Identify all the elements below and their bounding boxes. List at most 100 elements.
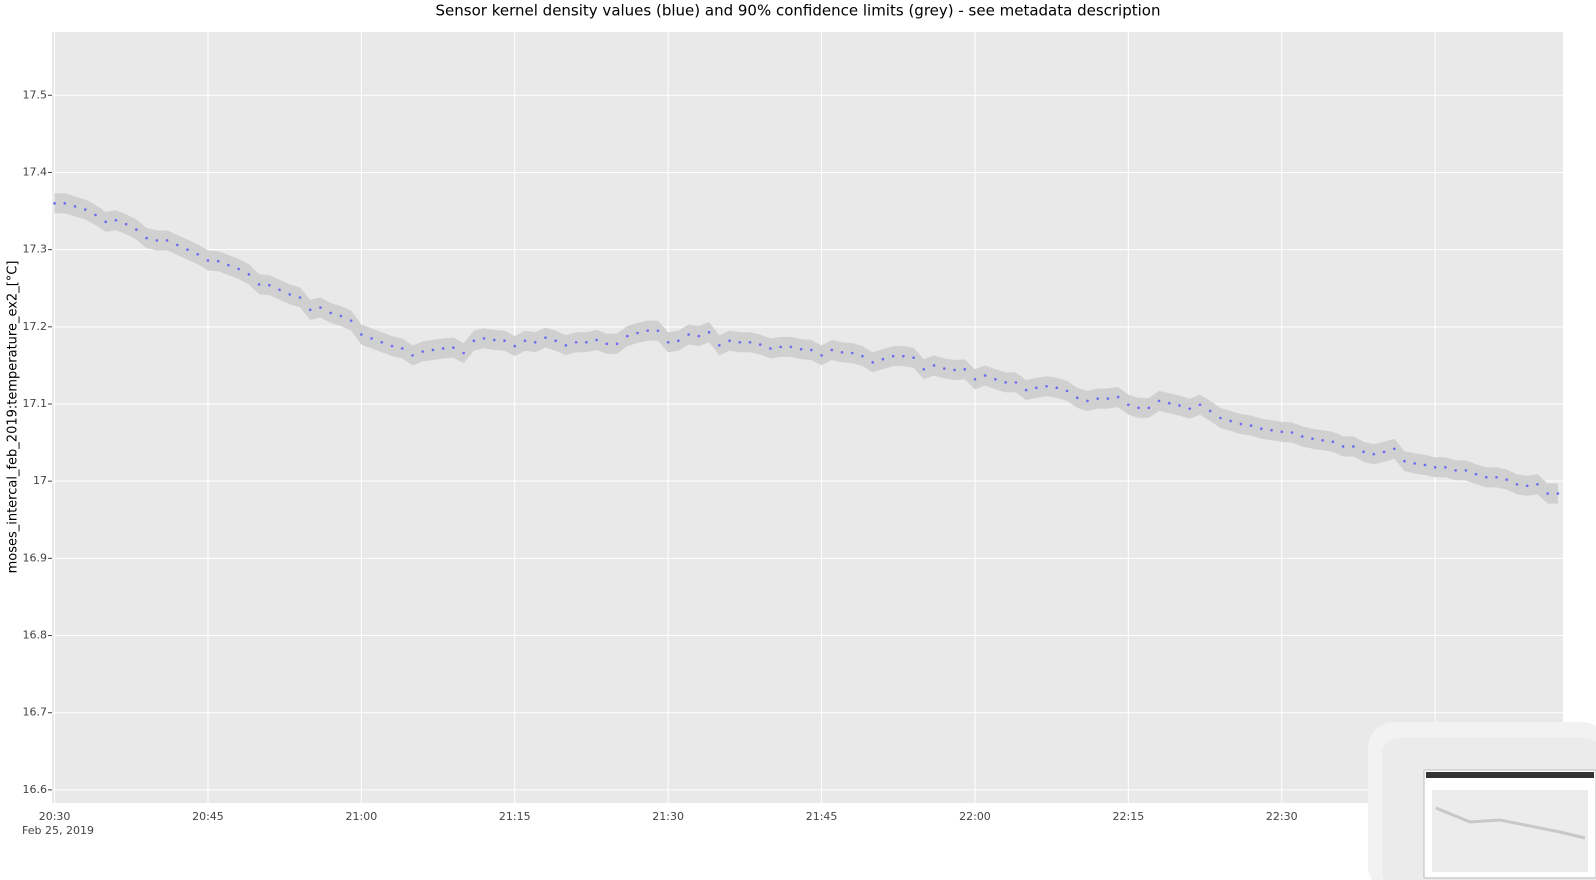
- data-point: [401, 347, 404, 350]
- data-point: [963, 368, 966, 371]
- data-point: [452, 346, 455, 349]
- data-point: [1035, 386, 1038, 389]
- data-point: [1475, 473, 1478, 476]
- x-tick-label: 22:30: [1266, 810, 1298, 823]
- data-point: [708, 331, 711, 334]
- data-point: [1536, 483, 1539, 486]
- data-point: [278, 288, 281, 291]
- data-point: [1301, 435, 1304, 438]
- data-point: [1066, 390, 1069, 393]
- y-tick-label: 17: [33, 474, 47, 487]
- data-point: [882, 358, 885, 361]
- data-point: [718, 344, 721, 347]
- data-point: [810, 349, 813, 352]
- x-tick-label: 20:45: [192, 810, 224, 823]
- x-date-label: Feb 25, 2019: [22, 824, 94, 837]
- data-point: [1280, 430, 1283, 433]
- data-point: [892, 355, 895, 358]
- data-point: [462, 352, 465, 355]
- data-point: [1086, 400, 1089, 403]
- data-point: [554, 339, 557, 342]
- data-point: [248, 273, 251, 276]
- data-point: [391, 345, 394, 348]
- data-point: [432, 349, 435, 352]
- data-point: [820, 354, 823, 357]
- data-point: [984, 374, 987, 377]
- data-point: [1219, 417, 1222, 420]
- data-point: [912, 356, 915, 359]
- x-tick-label: 21:30: [652, 810, 684, 823]
- data-point: [830, 349, 833, 352]
- x-tick-label: 22:15: [1113, 810, 1145, 823]
- data-point: [636, 332, 639, 335]
- data-point: [1291, 431, 1294, 434]
- data-point: [923, 368, 926, 371]
- data-point: [1557, 492, 1560, 495]
- data-point: [1270, 429, 1273, 432]
- data-point: [1393, 447, 1396, 450]
- data-point: [524, 339, 527, 342]
- data-point: [595, 339, 598, 342]
- data-point: [943, 367, 946, 370]
- data-point: [1505, 478, 1508, 481]
- data-point: [1168, 402, 1171, 405]
- data-point: [483, 337, 486, 340]
- thumbnail-plot: [1432, 790, 1588, 872]
- data-point: [1434, 466, 1437, 469]
- y-tick-label: 16.9: [23, 551, 48, 564]
- x-tick-label: 21:00: [346, 810, 378, 823]
- data-point: [1137, 407, 1140, 410]
- data-point: [585, 341, 588, 344]
- data-point: [1117, 396, 1120, 399]
- data-point: [1403, 460, 1406, 463]
- y-axis-label: moses_intercal_feb_2019:temperature_ex2_…: [6, 261, 21, 574]
- data-point: [217, 260, 220, 263]
- chart: Sensor kernel density values (blue) and …: [0, 0, 1596, 880]
- data-point: [575, 341, 578, 344]
- data-point: [94, 214, 97, 217]
- data-point: [381, 341, 384, 344]
- data-point: [902, 355, 905, 358]
- data-point: [1383, 451, 1386, 454]
- x-tick-label: 22:00: [959, 810, 991, 823]
- data-point: [1240, 423, 1243, 426]
- data-point: [207, 259, 210, 262]
- data-point: [288, 293, 291, 296]
- data-point: [667, 341, 670, 344]
- data-point: [145, 237, 148, 240]
- data-point: [851, 352, 854, 355]
- minimap-thumbnail[interactable]: [1368, 722, 1596, 880]
- y-tick-label: 17.5: [23, 88, 48, 101]
- data-point: [473, 339, 476, 342]
- data-point: [1025, 389, 1028, 392]
- x-tick-label: 21:45: [806, 810, 838, 823]
- data-point: [861, 355, 864, 358]
- data-point: [1199, 403, 1202, 406]
- data-point: [994, 378, 997, 381]
- data-point: [166, 239, 169, 242]
- data-point: [1055, 386, 1058, 389]
- data-point: [1546, 492, 1549, 495]
- data-point: [237, 268, 240, 271]
- data-point: [370, 337, 373, 340]
- data-point: [350, 319, 353, 322]
- data-point: [974, 378, 977, 381]
- y-tick-label: 16.6: [23, 783, 48, 796]
- data-point: [442, 347, 445, 350]
- data-point: [871, 361, 874, 364]
- data-point: [1260, 427, 1263, 430]
- data-point: [63, 202, 66, 205]
- data-point: [1444, 466, 1447, 469]
- data-point: [74, 205, 77, 208]
- data-point: [319, 306, 322, 309]
- data-point: [186, 248, 189, 251]
- data-point: [360, 333, 363, 336]
- data-point: [769, 347, 772, 350]
- data-point: [1004, 381, 1007, 384]
- thumbnail-header: [1426, 772, 1594, 778]
- data-point: [1526, 485, 1529, 488]
- data-point: [626, 335, 629, 338]
- data-point: [544, 336, 547, 339]
- chart-title: Sensor kernel density values (blue) and …: [436, 2, 1161, 20]
- data-point: [1096, 397, 1099, 400]
